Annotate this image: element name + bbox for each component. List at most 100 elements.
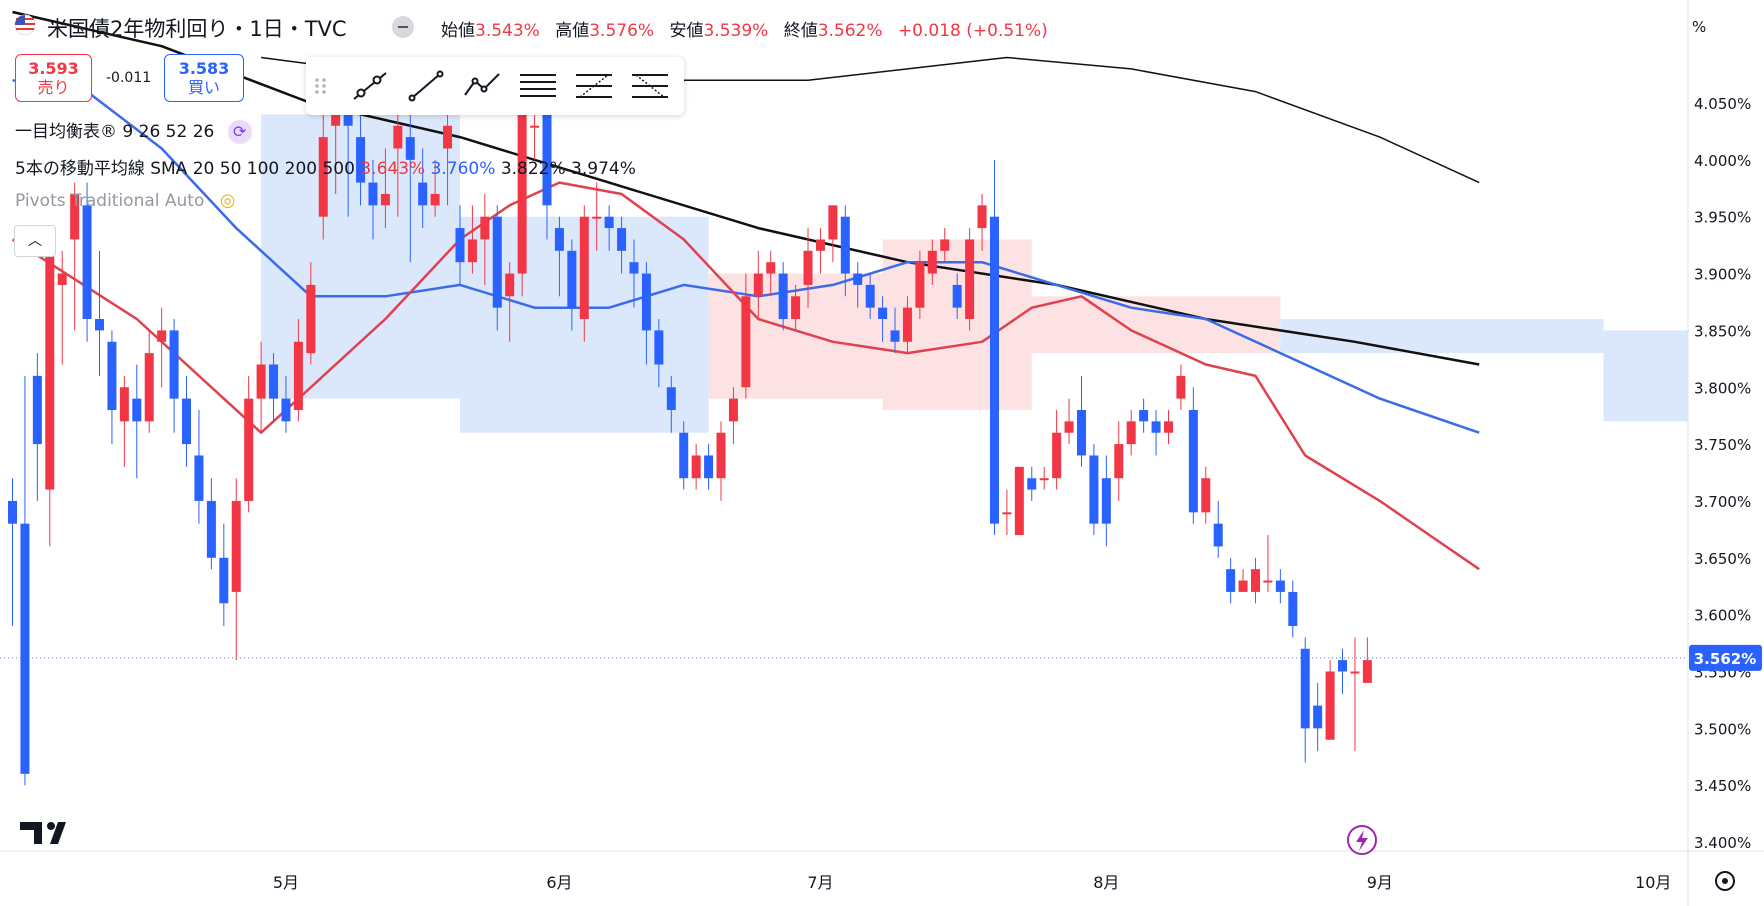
- candle-body-19: [244, 398, 254, 501]
- chevron-up-icon[interactable]: ︿: [14, 225, 56, 257]
- sma-legend[interactable]: 5本の移動平均線 SMA 20 50 100 200 500 3.643% 3.…: [15, 154, 636, 179]
- candle-body-21: [269, 364, 279, 399]
- y-tick-label-4: 3.600%: [1694, 607, 1751, 625]
- kumo-segment-6: [1603, 330, 1688, 422]
- x-tick-label-4: 9月: [1367, 873, 1393, 892]
- x-tick-label-3: 8月: [1093, 873, 1119, 892]
- candle-body-52: [654, 330, 664, 365]
- candle-body-75: [940, 239, 950, 251]
- candle-body-25: [318, 137, 328, 217]
- y-tick-label-11: 3.950%: [1694, 209, 1751, 227]
- sell-label: 売り: [37, 78, 70, 97]
- pivots-legend[interactable]: Pivots Traditional Auto ◎: [15, 190, 236, 211]
- ichimoku-legend[interactable]: 一目均衡表® 9 26 52 26 ⟳: [15, 117, 252, 144]
- y-tick-label-9: 3.850%: [1694, 322, 1751, 340]
- current-price-label: 3.562%: [1694, 650, 1756, 668]
- candle-body-46: [579, 216, 589, 320]
- sma-50-line: [12, 79, 1480, 434]
- candle-body-18: [231, 500, 241, 592]
- trend-line-icon[interactable]: [406, 69, 446, 103]
- candle-body-43: [542, 114, 552, 206]
- eye-off-icon[interactable]: ◎: [219, 190, 236, 211]
- fib-icon[interactable]: [574, 69, 614, 103]
- candle-body-17: [219, 557, 229, 604]
- candle-body-7: [95, 319, 105, 331]
- candle-body-3: [45, 250, 55, 490]
- drag-handle-icon[interactable]: [312, 69, 330, 103]
- candle-body-80: [1002, 512, 1012, 515]
- close-value: 3.562%: [817, 21, 883, 41]
- candle-body-86: [1076, 409, 1086, 456]
- polyline-icon[interactable]: [462, 69, 502, 103]
- sell-price: 3.593: [28, 59, 79, 78]
- candle-body-108: [1350, 671, 1360, 674]
- sma-20-line: [11, 181, 1480, 571]
- candle-body-14: [182, 398, 192, 445]
- candle-body-2: [32, 375, 42, 445]
- candle-body-96: [1201, 478, 1211, 513]
- y-tick-label-2: 3.500%: [1694, 720, 1751, 738]
- candle-body-1: [20, 523, 30, 774]
- buy-button[interactable]: 3.583 買い: [164, 54, 244, 102]
- pivots-label: Pivots Traditional Auto: [15, 191, 205, 211]
- candle-body-72: [902, 307, 912, 342]
- pitchfork-icon[interactable]: [630, 69, 670, 103]
- candle-body-98: [1226, 569, 1236, 592]
- us-flag-icon: [14, 14, 40, 41]
- candle-body-87: [1089, 455, 1099, 524]
- candle-body-44: [554, 228, 564, 251]
- candle-body-70: [878, 307, 888, 320]
- candle-body-77: [965, 239, 975, 320]
- candle-body-32: [405, 137, 415, 160]
- candle-body-105: [1313, 705, 1323, 729]
- candle-body-30: [380, 193, 390, 206]
- sma-value-200: 3.974%: [571, 159, 636, 179]
- candle-body-94: [1176, 375, 1186, 399]
- candle-body-16: [206, 500, 216, 558]
- candle-body-92: [1151, 421, 1161, 433]
- candle-body-71: [890, 330, 900, 342]
- lightning-glyph: [1356, 830, 1368, 851]
- candle-body-99: [1238, 580, 1248, 592]
- candle-body-40: [505, 273, 515, 297]
- candle-body-60: [753, 273, 763, 297]
- candle-body-48: [604, 216, 614, 229]
- sell-button[interactable]: 3.593 売り: [15, 54, 92, 102]
- y-tick-label-12: 4.000%: [1694, 152, 1751, 170]
- candle-body-65: [815, 239, 825, 251]
- sma-value-100: 3.822%: [500, 159, 566, 179]
- candle-body-103: [1288, 591, 1298, 627]
- horizontal-lines-icon[interactable]: [518, 69, 558, 103]
- candle-body-100: [1251, 569, 1260, 592]
- candle-body-62: [778, 273, 788, 320]
- candle-body-66: [828, 205, 838, 240]
- candle-body-74: [927, 250, 937, 274]
- candle-body-28: [356, 137, 366, 183]
- ray-icon[interactable]: [350, 69, 390, 103]
- sma-label: 5本の移動平均線 SMA 20 50 100 200 500: [15, 159, 355, 179]
- open-value: 3.543%: [475, 21, 540, 41]
- spread-value: -0.011: [106, 70, 152, 86]
- price-unit[interactable]: %: [1692, 18, 1707, 36]
- candle-body-38: [480, 216, 490, 240]
- symbol-title[interactable]: 米国債2年物利回り・1日・TVC: [47, 17, 347, 41]
- candle-body-50: [629, 262, 639, 274]
- y-tick-label-8: 3.800%: [1694, 379, 1751, 397]
- candle-body-68: [853, 273, 863, 285]
- minus-icon[interactable]: [392, 16, 414, 38]
- sma-value-20: 3.643%: [360, 159, 426, 179]
- candle-body-90: [1126, 421, 1136, 445]
- low-value: 3.539%: [703, 21, 769, 41]
- y-tick-label-7: 3.750%: [1694, 436, 1751, 454]
- y-tick-label-0: 3.400%: [1694, 834, 1751, 852]
- candle-body-15: [194, 455, 204, 501]
- kumo-segment-5: [1280, 319, 1604, 354]
- y-tick-label-6: 3.700%: [1694, 493, 1751, 511]
- candle-body-0: [8, 500, 17, 524]
- candle-body-39: [492, 216, 502, 308]
- candle-body-57: [716, 432, 726, 479]
- candle-body-24: [306, 284, 316, 354]
- refresh-icon[interactable]: ⟳: [227, 120, 252, 144]
